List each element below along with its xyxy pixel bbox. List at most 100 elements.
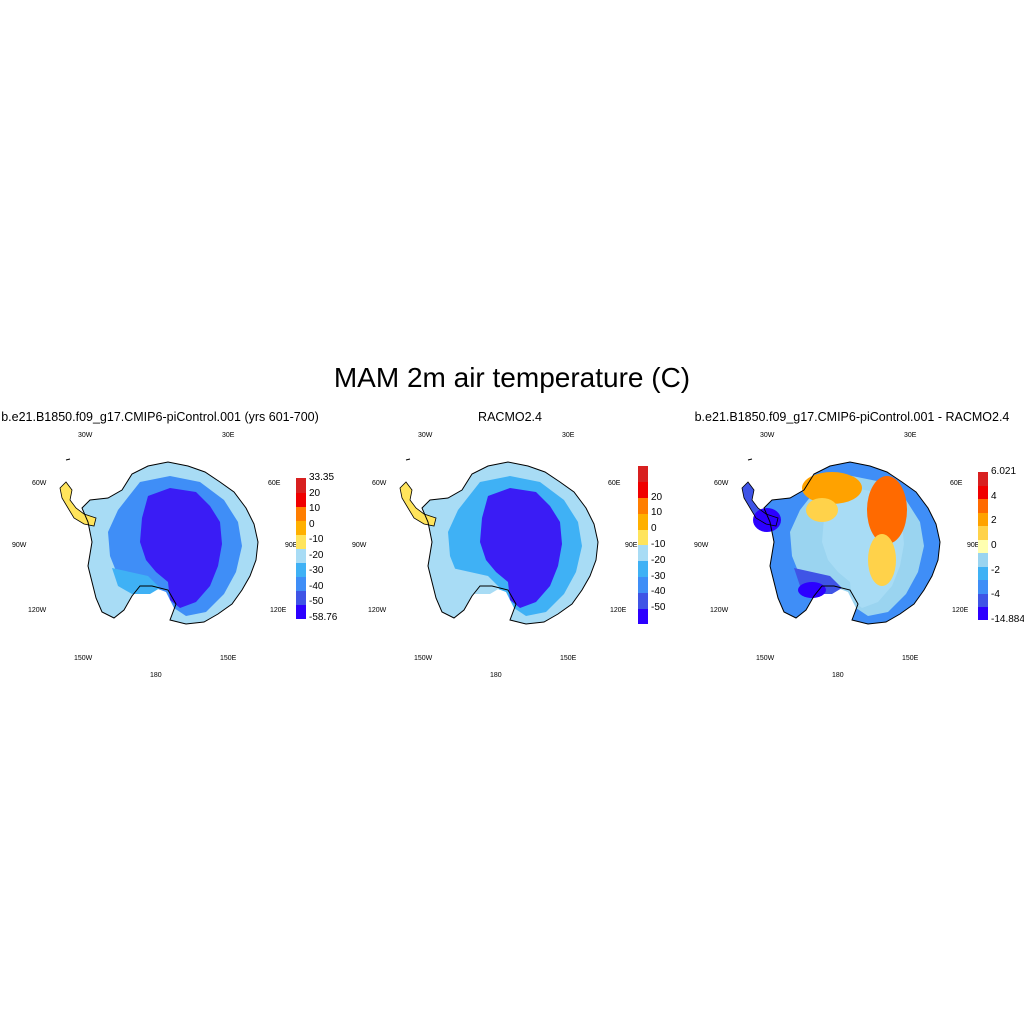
colorbar-segment [638,481,648,499]
colorbar-label: -50 [309,596,324,608]
coastline [81,461,259,625]
colorbar-label: -30 [309,565,324,577]
ice-sheet-interior [480,488,562,608]
peninsula-coastline [399,481,437,527]
longitude-label: 120E [952,607,969,614]
panel-difference: b.e21.B1850.f09_g17.CMIP6-piControl.001 … [682,410,1024,690]
longitude-label: 120W [710,607,729,614]
colorbar-segment [638,529,648,546]
longitude-label: 60E [950,480,963,487]
anomaly-patch [802,472,862,504]
colorbar-segment [978,485,988,500]
longitude-label: 150E [560,655,577,662]
colorbar [296,478,306,619]
longitude-label: 90W [694,542,709,549]
peninsula-coastline [59,481,97,527]
figure-title: MAM 2m air temperature (C) [333,362,691,393]
colorbar-label: -10 [309,534,324,546]
longitude-label: 60E [608,480,621,487]
colorbar-segment [296,562,306,577]
longitude-label: 180 [150,672,162,679]
colorbar-label: -40 [651,586,666,598]
longitude-label: 30E [562,432,575,439]
longitude-label: 30W [78,432,93,439]
colorbar-segment [978,566,988,581]
map-mark [747,458,753,461]
longitude-label: 60W [714,480,729,487]
longitude-label: 90W [352,542,367,549]
panel-title: b.e21.B1850.f09_g17.CMIP6-piControl.001 … [1,410,319,424]
colorbar-segment [638,545,648,562]
longitude-label: 150W [414,655,433,662]
colorbar-segment [296,576,306,591]
longitude-label: 30W [760,432,775,439]
antarctica-map [741,458,941,625]
colorbar-segment [296,506,306,521]
longitude-label: 120E [610,607,627,614]
map-mark [65,458,71,461]
ice-sheet-interior [140,488,222,608]
colorbar-label: 2 [991,515,997,527]
colorbar-segment [978,606,988,621]
longitude-label: 30W [418,432,433,439]
colorbar-segment [978,498,988,513]
ross-ice-shelf [112,568,160,594]
longitude-label: 60W [32,480,47,487]
colorbar-segment [296,534,306,549]
colorbar-label: -10 [651,539,666,550]
longitude-label: 120W [28,607,47,614]
colorbar-label: -20 [309,549,324,561]
longitude-label: 90E [625,542,638,549]
colorbar [978,472,988,621]
colorbar [638,466,648,625]
ross-ice-shelf [452,568,500,594]
colorbar-segment [978,539,988,554]
panel-model: b.e21.B1850.f09_g17.CMIP6-piControl.001 … [0,410,340,690]
panel-title: b.e21.B1850.f09_g17.CMIP6-piControl.001 … [694,410,1010,424]
colorbar-label: -20 [651,554,666,566]
antarctica-map [399,458,599,625]
longitude-label: 90E [967,542,980,549]
colorbar-label: -14.884 [991,614,1024,625]
longitude-label: 150W [756,655,775,662]
longitude-label: 120E [270,607,287,614]
colorbar-segment [638,466,648,483]
colorbar-label: 20 [651,491,663,503]
colorbar-segment [978,552,988,567]
colorbar-segment [638,560,648,578]
colorbar-segment [296,520,306,535]
antarctica-map [59,458,259,625]
coastline [763,461,941,625]
longitude-label: 150W [74,655,93,662]
longitude-label: 60W [372,480,387,487]
colorbar-segment [978,512,988,527]
anomaly-patch [868,534,896,586]
longitude-label: 180 [490,672,502,679]
colorbar-label: -2 [991,564,1000,576]
colorbar-label: 0 [991,540,997,551]
longitude-label: 30E [222,432,235,439]
colorbar-segment [638,513,648,530]
anomaly-patch [753,508,781,532]
colorbar-segment [978,593,988,608]
colorbar-segment [638,497,648,514]
colorbar-segment [978,472,988,486]
longitude-label: 180 [832,672,844,679]
colorbar-label: 0 [309,518,315,530]
colorbar-label: 33.35 [309,472,335,483]
colorbar-segment [296,478,306,493]
colorbar-label: 0 [651,523,657,535]
colorbar-label: -40 [309,580,324,592]
longitude-label: 90E [285,542,298,549]
panel-title: RACMO2.4 [478,410,542,424]
colorbar-segment [638,592,648,609]
colorbar-segment [296,590,306,605]
longitude-label: 150E [902,655,919,662]
map-mark [405,458,411,461]
colorbar-segment [296,548,306,563]
colorbar-label: 10 [309,503,321,515]
colorbar-segment [638,608,648,625]
coastline [421,461,599,625]
colorbar-label: -58.76 [309,612,338,623]
colorbar-label: -50 [651,602,666,614]
